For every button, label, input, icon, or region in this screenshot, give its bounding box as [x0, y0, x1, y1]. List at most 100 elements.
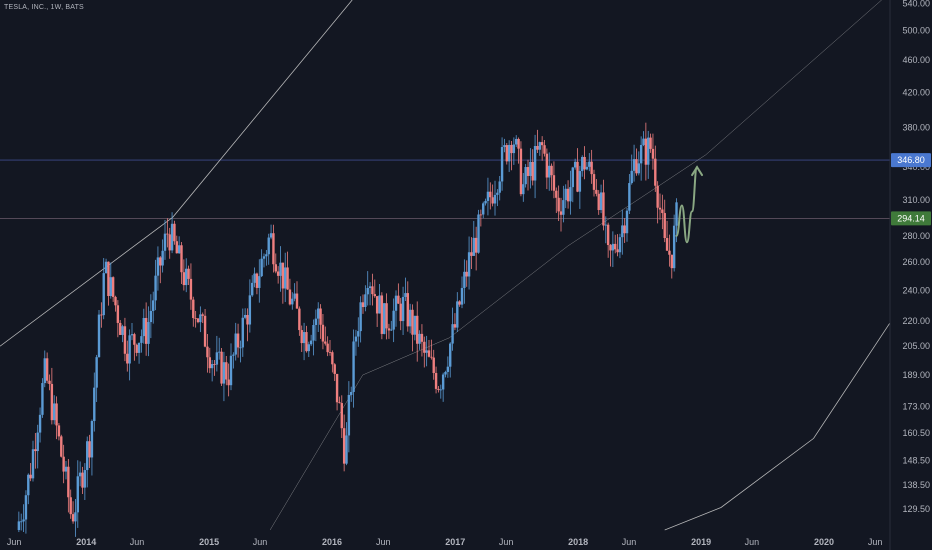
candle-body: [647, 137, 650, 165]
candle-body: [345, 435, 348, 464]
candle-body: [380, 295, 384, 334]
candle-body: [644, 138, 648, 165]
candle-body: [121, 326, 124, 335]
projection-arrow: [675, 165, 704, 244]
candle-body: [569, 187, 572, 202]
time-tick-label: Jun: [130, 537, 145, 547]
candle-body: [60, 436, 63, 457]
candle-body: [55, 403, 58, 426]
candle-body: [199, 314, 202, 323]
candle-body: [512, 144, 516, 154]
candle-body: [477, 214, 480, 253]
candle-body: [654, 158, 657, 186]
candle-body: [104, 261, 108, 274]
candle-body: [20, 521, 23, 523]
candle-body: [432, 357, 435, 373]
candle-body: [239, 347, 242, 349]
candle-body: [550, 165, 553, 176]
candle-body: [126, 353, 129, 364]
price-tick-label: 540.00: [902, 0, 930, 8]
candle-body: [342, 428, 346, 464]
candle-body: [573, 161, 577, 168]
candle-body: [196, 318, 200, 323]
candle-body: [441, 374, 445, 390]
candle-body: [418, 333, 421, 344]
time-tick-label: 2016: [322, 537, 342, 547]
candle-body: [482, 203, 485, 215]
candle-body: [616, 249, 619, 253]
candle-body: [665, 238, 669, 251]
candle-body: [274, 264, 277, 272]
candles[interactable]: [17, 122, 678, 537]
candle-body: [611, 243, 615, 251]
candle-body: [159, 257, 162, 266]
candle-body: [166, 233, 169, 235]
candle-body: [309, 340, 313, 345]
candle-body: [24, 495, 28, 520]
candle-body: [298, 308, 301, 331]
candle-body: [156, 257, 160, 276]
candle-body: [38, 414, 42, 433]
candle-body: [133, 334, 136, 345]
candle-body: [218, 351, 221, 353]
candle-body: [267, 237, 270, 255]
candle-body: [123, 326, 127, 354]
candle-body: [401, 296, 405, 322]
candle-body: [36, 432, 39, 452]
candle-body: [456, 301, 459, 328]
candle-body: [491, 197, 494, 204]
candle-body: [555, 190, 558, 198]
candle-body: [470, 252, 473, 256]
candle-body: [668, 250, 671, 255]
candle-body: [416, 315, 419, 344]
candle-body: [578, 171, 582, 192]
candle-body: [86, 441, 89, 471]
candle-body: [472, 237, 475, 256]
candle-body: [585, 166, 589, 170]
candle-body: [430, 356, 433, 358]
candle-body: [383, 303, 386, 334]
candle-body: [352, 341, 355, 392]
candle-body: [479, 214, 483, 216]
candle-body: [423, 341, 426, 353]
candle-body: [135, 344, 138, 353]
candle-body: [458, 301, 461, 305]
candle-body: [399, 303, 402, 322]
candle-body: [22, 519, 25, 522]
candle-body: [406, 293, 409, 327]
candle-body: [50, 383, 54, 421]
candle-body: [291, 298, 294, 305]
candle-body: [279, 262, 282, 276]
time-tick-label: Jun: [7, 537, 22, 547]
candle-body: [317, 308, 320, 319]
candle-body: [571, 167, 574, 188]
time-tick-label: Jun: [376, 537, 391, 547]
candle-body: [71, 514, 75, 522]
candle-body: [536, 146, 539, 150]
candle-body: [465, 271, 468, 277]
candle-body: [602, 192, 605, 226]
candle-body: [328, 352, 332, 353]
candle-body: [618, 237, 622, 253]
channel-line-middle: [269, 0, 882, 531]
candle-body: [215, 352, 219, 365]
candle-body: [354, 336, 358, 342]
candle-body: [213, 364, 216, 365]
candle-body: [642, 138, 645, 145]
price-tick-label: 138.50: [902, 480, 930, 490]
candle-body: [192, 299, 195, 319]
candle-body: [175, 241, 178, 254]
time-tick-label: 2015: [199, 537, 219, 547]
candle-body: [368, 286, 372, 289]
time-axis[interactable]: Jun 2014 Jun 2015 Jun 2016 Jun 2017 Jun 2018 Jun 20…: [7, 537, 883, 547]
candle-body: [29, 474, 32, 479]
candle-body: [269, 233, 273, 238]
price-axis[interactable]: 540.00 500.00 460.00 420.00 380.00 340.00 310.…: [889, 0, 930, 550]
candle-body: [107, 261, 110, 297]
time-tick-label: Jun: [253, 537, 268, 547]
candle-body: [253, 273, 256, 283]
price-tick-label: 129.50: [902, 504, 930, 514]
candle-body: [557, 197, 560, 212]
candle-body: [111, 277, 115, 297]
